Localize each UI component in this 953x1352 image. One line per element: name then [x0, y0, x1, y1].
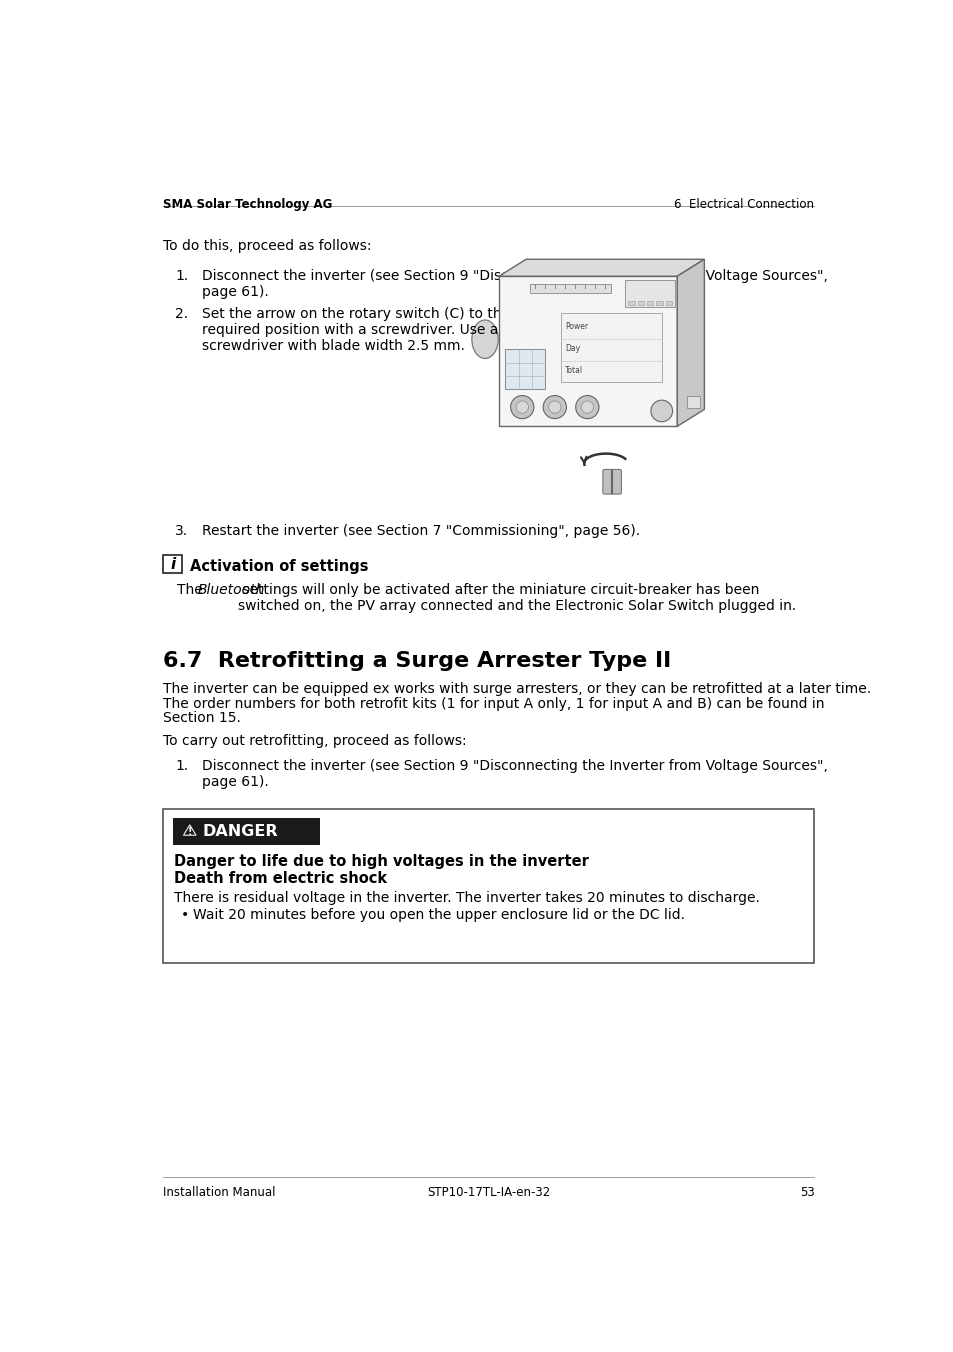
Text: Power: Power — [564, 322, 587, 331]
Text: Restart the inverter (see Section 7 "Commissioning", page 56).: Restart the inverter (see Section 7 "Com… — [202, 525, 639, 538]
Bar — [665, 301, 671, 306]
Bar — [560, 314, 661, 383]
Polygon shape — [677, 260, 703, 426]
Text: The: The — [177, 583, 208, 596]
Text: 6.7  Retrofitting a Surge Arrester Type II: 6.7 Retrofitting a Surge Arrester Type I… — [163, 652, 671, 671]
Text: There is residual voltage in the inverter. The inverter takes 20 minutes to disc: There is residual voltage in the inverte… — [174, 891, 760, 904]
Circle shape — [548, 402, 560, 414]
Text: 1.: 1. — [174, 269, 188, 283]
Text: DANGER: DANGER — [202, 825, 277, 840]
Text: 53: 53 — [799, 1186, 814, 1199]
Text: Wait 20 minutes before you open the upper enclosure lid or the DC lid.: Wait 20 minutes before you open the uppe… — [193, 907, 684, 922]
Bar — [656, 301, 661, 306]
Text: The order numbers for both retrofit kits (1 for input A only, 1 for input A and : The order numbers for both retrofit kits… — [163, 696, 824, 711]
Text: 1.: 1. — [174, 758, 188, 773]
Text: Activation of settings: Activation of settings — [190, 558, 368, 573]
Bar — [163, 808, 814, 963]
Text: Disconnect the inverter (see Section 9 "Disconnecting the Inverter from Voltage : Disconnect the inverter (see Section 9 "… — [202, 758, 827, 790]
Text: 3.: 3. — [174, 525, 188, 538]
Text: Danger to life due to high voltages in the inverter: Danger to life due to high voltages in t… — [174, 853, 589, 869]
Text: Death from electric shock: Death from electric shock — [174, 871, 387, 886]
Bar — [163, 554, 182, 573]
Circle shape — [510, 396, 534, 419]
Text: !: ! — [188, 827, 192, 837]
Bar — [624, 280, 674, 307]
Text: Set the arrow on the rotary switch (C) to the
required position with a screwdriv: Set the arrow on the rotary switch (C) t… — [202, 307, 510, 353]
Bar — [505, 349, 545, 389]
Circle shape — [542, 396, 566, 419]
Text: •: • — [180, 907, 189, 922]
Bar — [628, 301, 634, 306]
Circle shape — [516, 402, 528, 414]
Text: 2.: 2. — [174, 307, 188, 320]
Text: settings will only be activated after the miniature circuit-breaker has been
swi: settings will only be activated after th… — [237, 583, 795, 612]
Bar — [498, 276, 677, 426]
Bar — [530, 284, 611, 293]
Bar — [172, 818, 319, 845]
Text: To do this, proceed as follows:: To do this, proceed as follows: — [163, 239, 372, 253]
Ellipse shape — [679, 341, 702, 376]
Ellipse shape — [472, 320, 497, 358]
Text: Bluetooth: Bluetooth — [197, 583, 265, 596]
Circle shape — [650, 400, 672, 422]
Text: STP10-17TL-IA-en-32: STP10-17TL-IA-en-32 — [427, 1186, 550, 1199]
Text: Installation Manual: Installation Manual — [163, 1186, 275, 1199]
Text: Total: Total — [564, 365, 582, 375]
Text: i: i — [170, 557, 175, 572]
Text: To carry out retrofitting, proceed as follows:: To carry out retrofitting, proceed as fo… — [163, 734, 467, 748]
Circle shape — [575, 396, 598, 419]
FancyBboxPatch shape — [602, 469, 620, 493]
Circle shape — [580, 402, 593, 414]
Text: Day: Day — [564, 343, 579, 353]
Text: 6  Electrical Connection: 6 Electrical Connection — [674, 199, 814, 211]
Polygon shape — [183, 825, 196, 836]
Bar — [646, 301, 653, 306]
Text: Disconnect the inverter (see Section 9 "Disconnecting the Inverter from Voltage : Disconnect the inverter (see Section 9 "… — [202, 269, 827, 299]
Text: The inverter can be equipped ex works with surge arresters, or they can be retro: The inverter can be equipped ex works wi… — [163, 681, 871, 696]
Bar — [686, 396, 699, 408]
Polygon shape — [498, 260, 703, 276]
Text: Section 15.: Section 15. — [163, 711, 241, 725]
Text: SMA Solar Technology AG: SMA Solar Technology AG — [163, 199, 333, 211]
Bar — [637, 301, 643, 306]
